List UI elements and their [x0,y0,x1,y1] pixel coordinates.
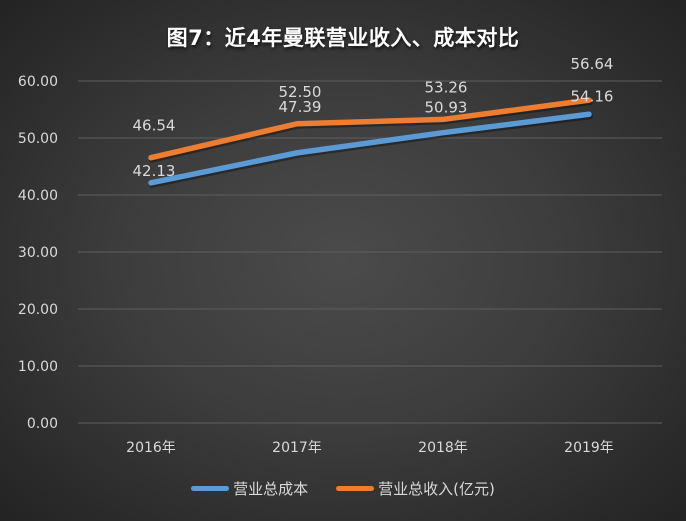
y-tick-label: 50.00 [18,131,58,147]
legend-item-revenue: 营业总收入(亿元) [336,478,495,499]
legend-label-cost: 营业总成本 [233,480,309,498]
data-label-revenue: 56.64 [571,55,614,73]
data-label-revenue: 46.54 [133,117,176,135]
data-label-cost: 47.39 [279,98,322,116]
x-tick-label: 2018年 [418,440,468,456]
chart-title: 图7：近4年曼联营业收入、成本对比 [166,26,520,50]
x-tick-label: 2019年 [564,440,614,456]
y-tick-label: 60.00 [18,74,58,90]
y-tick-label: 40.00 [18,188,58,204]
x-tick-label: 2017年 [272,440,322,456]
series-line-cost [148,111,592,186]
series-line-revenue [148,97,592,161]
y-tick-label: 20.00 [18,302,58,318]
data-label-cost: 42.13 [133,162,176,180]
y-tick-label: 10.00 [18,359,58,375]
y-tick-label: 0.00 [27,416,58,432]
legend-label-revenue: 营业总收入(亿元) [378,480,495,498]
x-tick-label: 2016年 [126,440,176,456]
data-label-revenue: 53.26 [425,78,468,96]
legend-item-cost: 营业总成本 [191,478,308,499]
data-label-revenue: 52.50 [279,83,322,101]
legend-swatch-cost [191,486,230,491]
legend: 营业总成本 营业总收入(亿元) [0,478,686,499]
y-tick-label: 30.00 [18,245,58,261]
data-label-cost: 54.16 [571,87,614,105]
data-label-cost: 50.93 [425,99,468,117]
legend-swatch-revenue [336,486,375,491]
